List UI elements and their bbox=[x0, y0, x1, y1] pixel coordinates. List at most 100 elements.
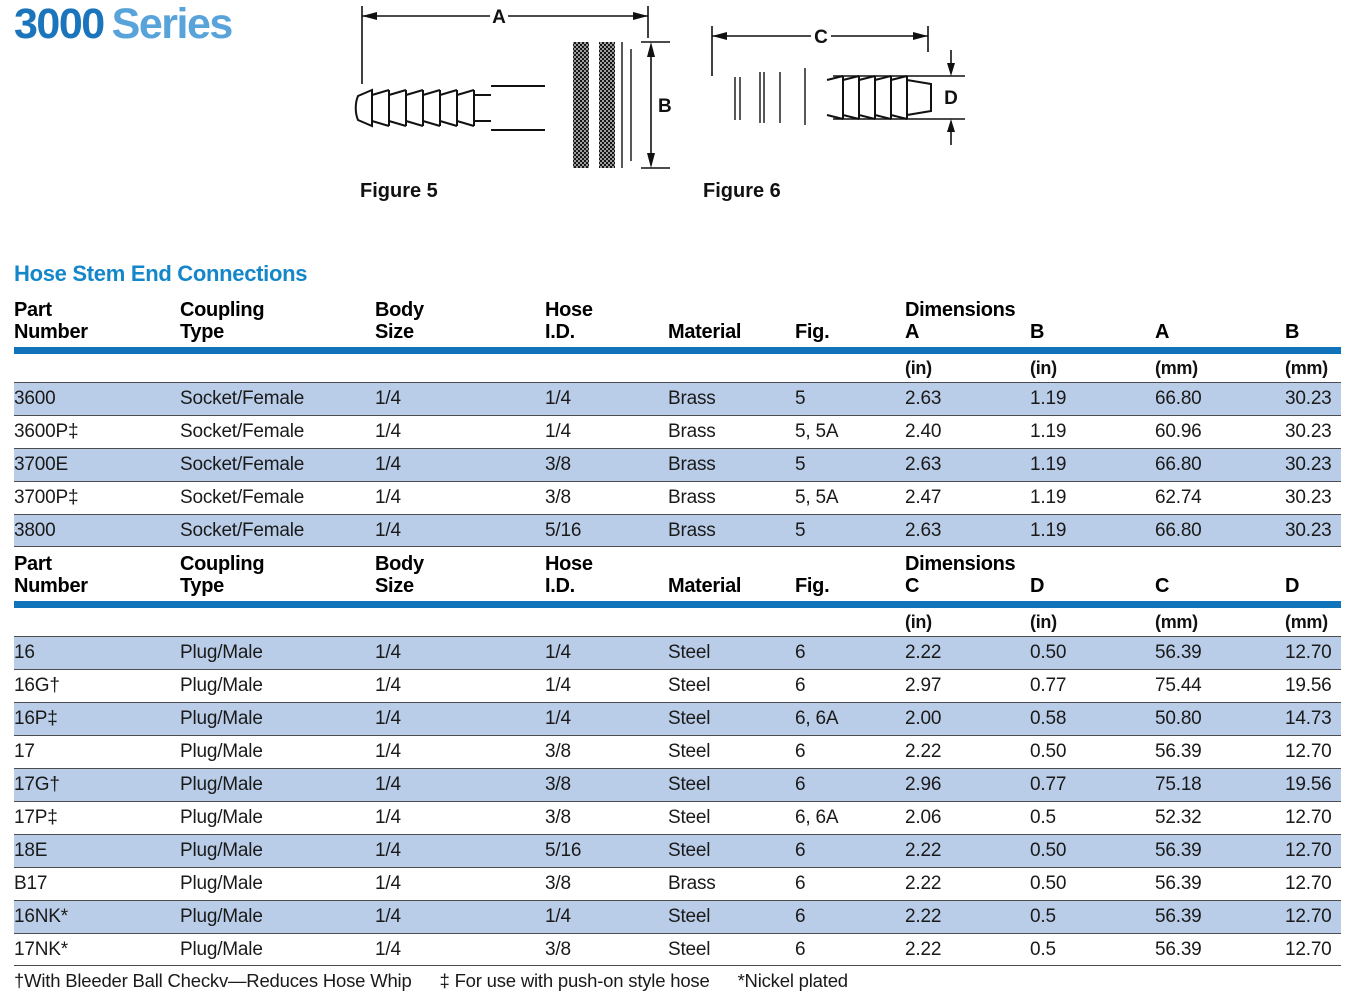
dim-label-c: C bbox=[814, 27, 828, 48]
table-cell: 56.39 bbox=[1155, 938, 1202, 960]
column-header: Body Size bbox=[375, 553, 545, 597]
table-cell: 5 bbox=[795, 454, 806, 475]
table-cell: 17G† bbox=[14, 774, 60, 795]
table-cell: Socket/Female bbox=[180, 487, 305, 508]
table-cell: 5 bbox=[795, 388, 806, 409]
table-cell: 6 bbox=[795, 741, 806, 762]
table-row: 17P‡ Plug/Male 1/4 3/8 Steel 6, 6A 2.06 0.5 52.3… bbox=[14, 801, 1341, 834]
series-word: Series bbox=[111, 0, 234, 48]
column-header-line1: Hose bbox=[545, 553, 593, 575]
section-title: Hose Stem End Connections bbox=[14, 261, 308, 286]
column-header-line2: Fig. bbox=[795, 321, 830, 343]
table-cell: 16NK* bbox=[14, 906, 68, 927]
table-cell: 12.70 bbox=[1285, 873, 1332, 894]
table-cell: 19.56 bbox=[1285, 675, 1332, 696]
table-cell: Plug/Male bbox=[180, 708, 263, 729]
table-cell: Plug/Male bbox=[180, 774, 263, 795]
barbed-stem bbox=[826, 75, 932, 120]
table-cell: 0.5 bbox=[1030, 906, 1056, 927]
column-header-line2: D bbox=[1030, 575, 1045, 597]
table-cell: 3/8 bbox=[545, 487, 571, 508]
column-header-line2: Size bbox=[375, 321, 414, 343]
table-cell: 1/4 bbox=[545, 642, 571, 663]
table-cell: 1/4 bbox=[545, 708, 571, 729]
table-cell: Steel bbox=[668, 938, 711, 960]
table-cell: 1/4 bbox=[375, 807, 401, 828]
table-cell: B17 bbox=[14, 873, 48, 894]
column-header: Dimensions A bbox=[905, 299, 1030, 343]
table-cell: 1/4 bbox=[375, 708, 401, 729]
table-cell: 3600P‡ bbox=[14, 421, 79, 442]
plug-body bbox=[705, 68, 827, 125]
series-number: 3000 bbox=[14, 0, 105, 48]
table-cell: 12.70 bbox=[1285, 840, 1332, 861]
table-cell: 1/4 bbox=[545, 675, 571, 696]
table-cell: 18E bbox=[14, 840, 48, 861]
table-cell: Brass bbox=[668, 873, 716, 894]
unit-cell: (mm) bbox=[1155, 357, 1198, 378]
table-cell: 3/8 bbox=[545, 741, 571, 762]
table-cell: 75.44 bbox=[1155, 675, 1202, 696]
table-row: 3700E Socket/Female 1/4 3/8 Brass 5 2.63 1.19 66… bbox=[14, 448, 1341, 481]
table-cell: 0.77 bbox=[1030, 774, 1067, 795]
figure5-drawing: A B bbox=[354, 6, 672, 169]
column-header: Fig. bbox=[795, 553, 905, 597]
table-cell: Brass bbox=[668, 388, 716, 409]
page-title: 3000 Series bbox=[14, 0, 234, 49]
column-header-line2: A bbox=[905, 321, 920, 343]
table-cell: 0.5 bbox=[1030, 807, 1056, 828]
table-cell: 56.39 bbox=[1155, 741, 1202, 762]
table-cell: 1/4 bbox=[375, 675, 401, 696]
column-header-line1: Body bbox=[375, 299, 424, 321]
column-header-line2: B bbox=[1030, 321, 1045, 343]
table-cell: 1/4 bbox=[375, 774, 401, 795]
units-row: (in) (in) (mm) (mm) bbox=[14, 608, 1341, 636]
footnote-asterisk: *Nickel plated bbox=[737, 970, 849, 991]
table-cell: Plug/Male bbox=[180, 906, 263, 927]
column-header-line1: Part bbox=[14, 553, 52, 575]
table-cell: Plug/Male bbox=[180, 642, 263, 663]
table-cell: 3/8 bbox=[545, 807, 571, 828]
table-cell: Socket/Female bbox=[180, 421, 305, 442]
table-cell: 30.23 bbox=[1285, 519, 1332, 541]
table-cell: 2.06 bbox=[905, 807, 942, 828]
column-header-line2: I.D. bbox=[545, 321, 575, 343]
dimensions-group-label: Dimensions bbox=[905, 299, 1016, 321]
column-header: Coupling Type bbox=[180, 553, 375, 597]
table-cell: 2.96 bbox=[905, 774, 942, 795]
column-header-line1: Part bbox=[14, 299, 52, 321]
column-header-line1: Coupling bbox=[180, 299, 265, 321]
table-cell: 16P‡ bbox=[14, 708, 58, 729]
column-header-line1: Hose bbox=[545, 299, 593, 321]
header-rule bbox=[14, 347, 1341, 354]
table-cell: 30.23 bbox=[1285, 454, 1332, 475]
table-cell: 1/4 bbox=[375, 454, 401, 475]
dimensions-group-label: Dimensions bbox=[905, 553, 1016, 575]
table-cell: 0.50 bbox=[1030, 840, 1067, 861]
table-cell: 1/4 bbox=[375, 388, 401, 409]
table-cell: 6 bbox=[795, 675, 806, 696]
table-cell: 2.63 bbox=[905, 454, 942, 475]
column-header: B bbox=[1030, 299, 1155, 343]
dimension-b: B bbox=[641, 41, 672, 169]
table-cell: 1/4 bbox=[375, 642, 401, 663]
table-cell: 60.96 bbox=[1155, 421, 1202, 442]
column-header-line2: Material bbox=[668, 575, 742, 597]
unit-cell: (mm) bbox=[1285, 611, 1328, 632]
table-cell: Steel bbox=[668, 774, 711, 795]
table-cell: 6 bbox=[795, 774, 806, 795]
column-header-line2: Type bbox=[180, 321, 224, 343]
table-cell: 16 bbox=[14, 642, 35, 663]
socket-female-table: Part Number Coupling Type Body Size Hose I.D. Ma… bbox=[14, 293, 1341, 547]
table-cell: 2.22 bbox=[905, 906, 942, 927]
unit-cell: (in) bbox=[905, 357, 932, 378]
column-header-line1: Coupling bbox=[180, 553, 265, 575]
column-header-line2: Type bbox=[180, 575, 224, 597]
table-row: 3600 Socket/Female 1/4 1/4 Brass 5 2.63 1.19 66.… bbox=[14, 382, 1341, 415]
dim-label-d: D bbox=[944, 88, 958, 109]
table-cell: 1.19 bbox=[1030, 388, 1067, 409]
table-row: 3600P‡ Socket/Female 1/4 1/4 Brass 5, 5A 2.40 1… bbox=[14, 415, 1341, 448]
table-cell: 2.22 bbox=[905, 873, 942, 894]
table-cell: 5, 5A bbox=[795, 421, 839, 442]
table-cell: 56.39 bbox=[1155, 873, 1202, 894]
